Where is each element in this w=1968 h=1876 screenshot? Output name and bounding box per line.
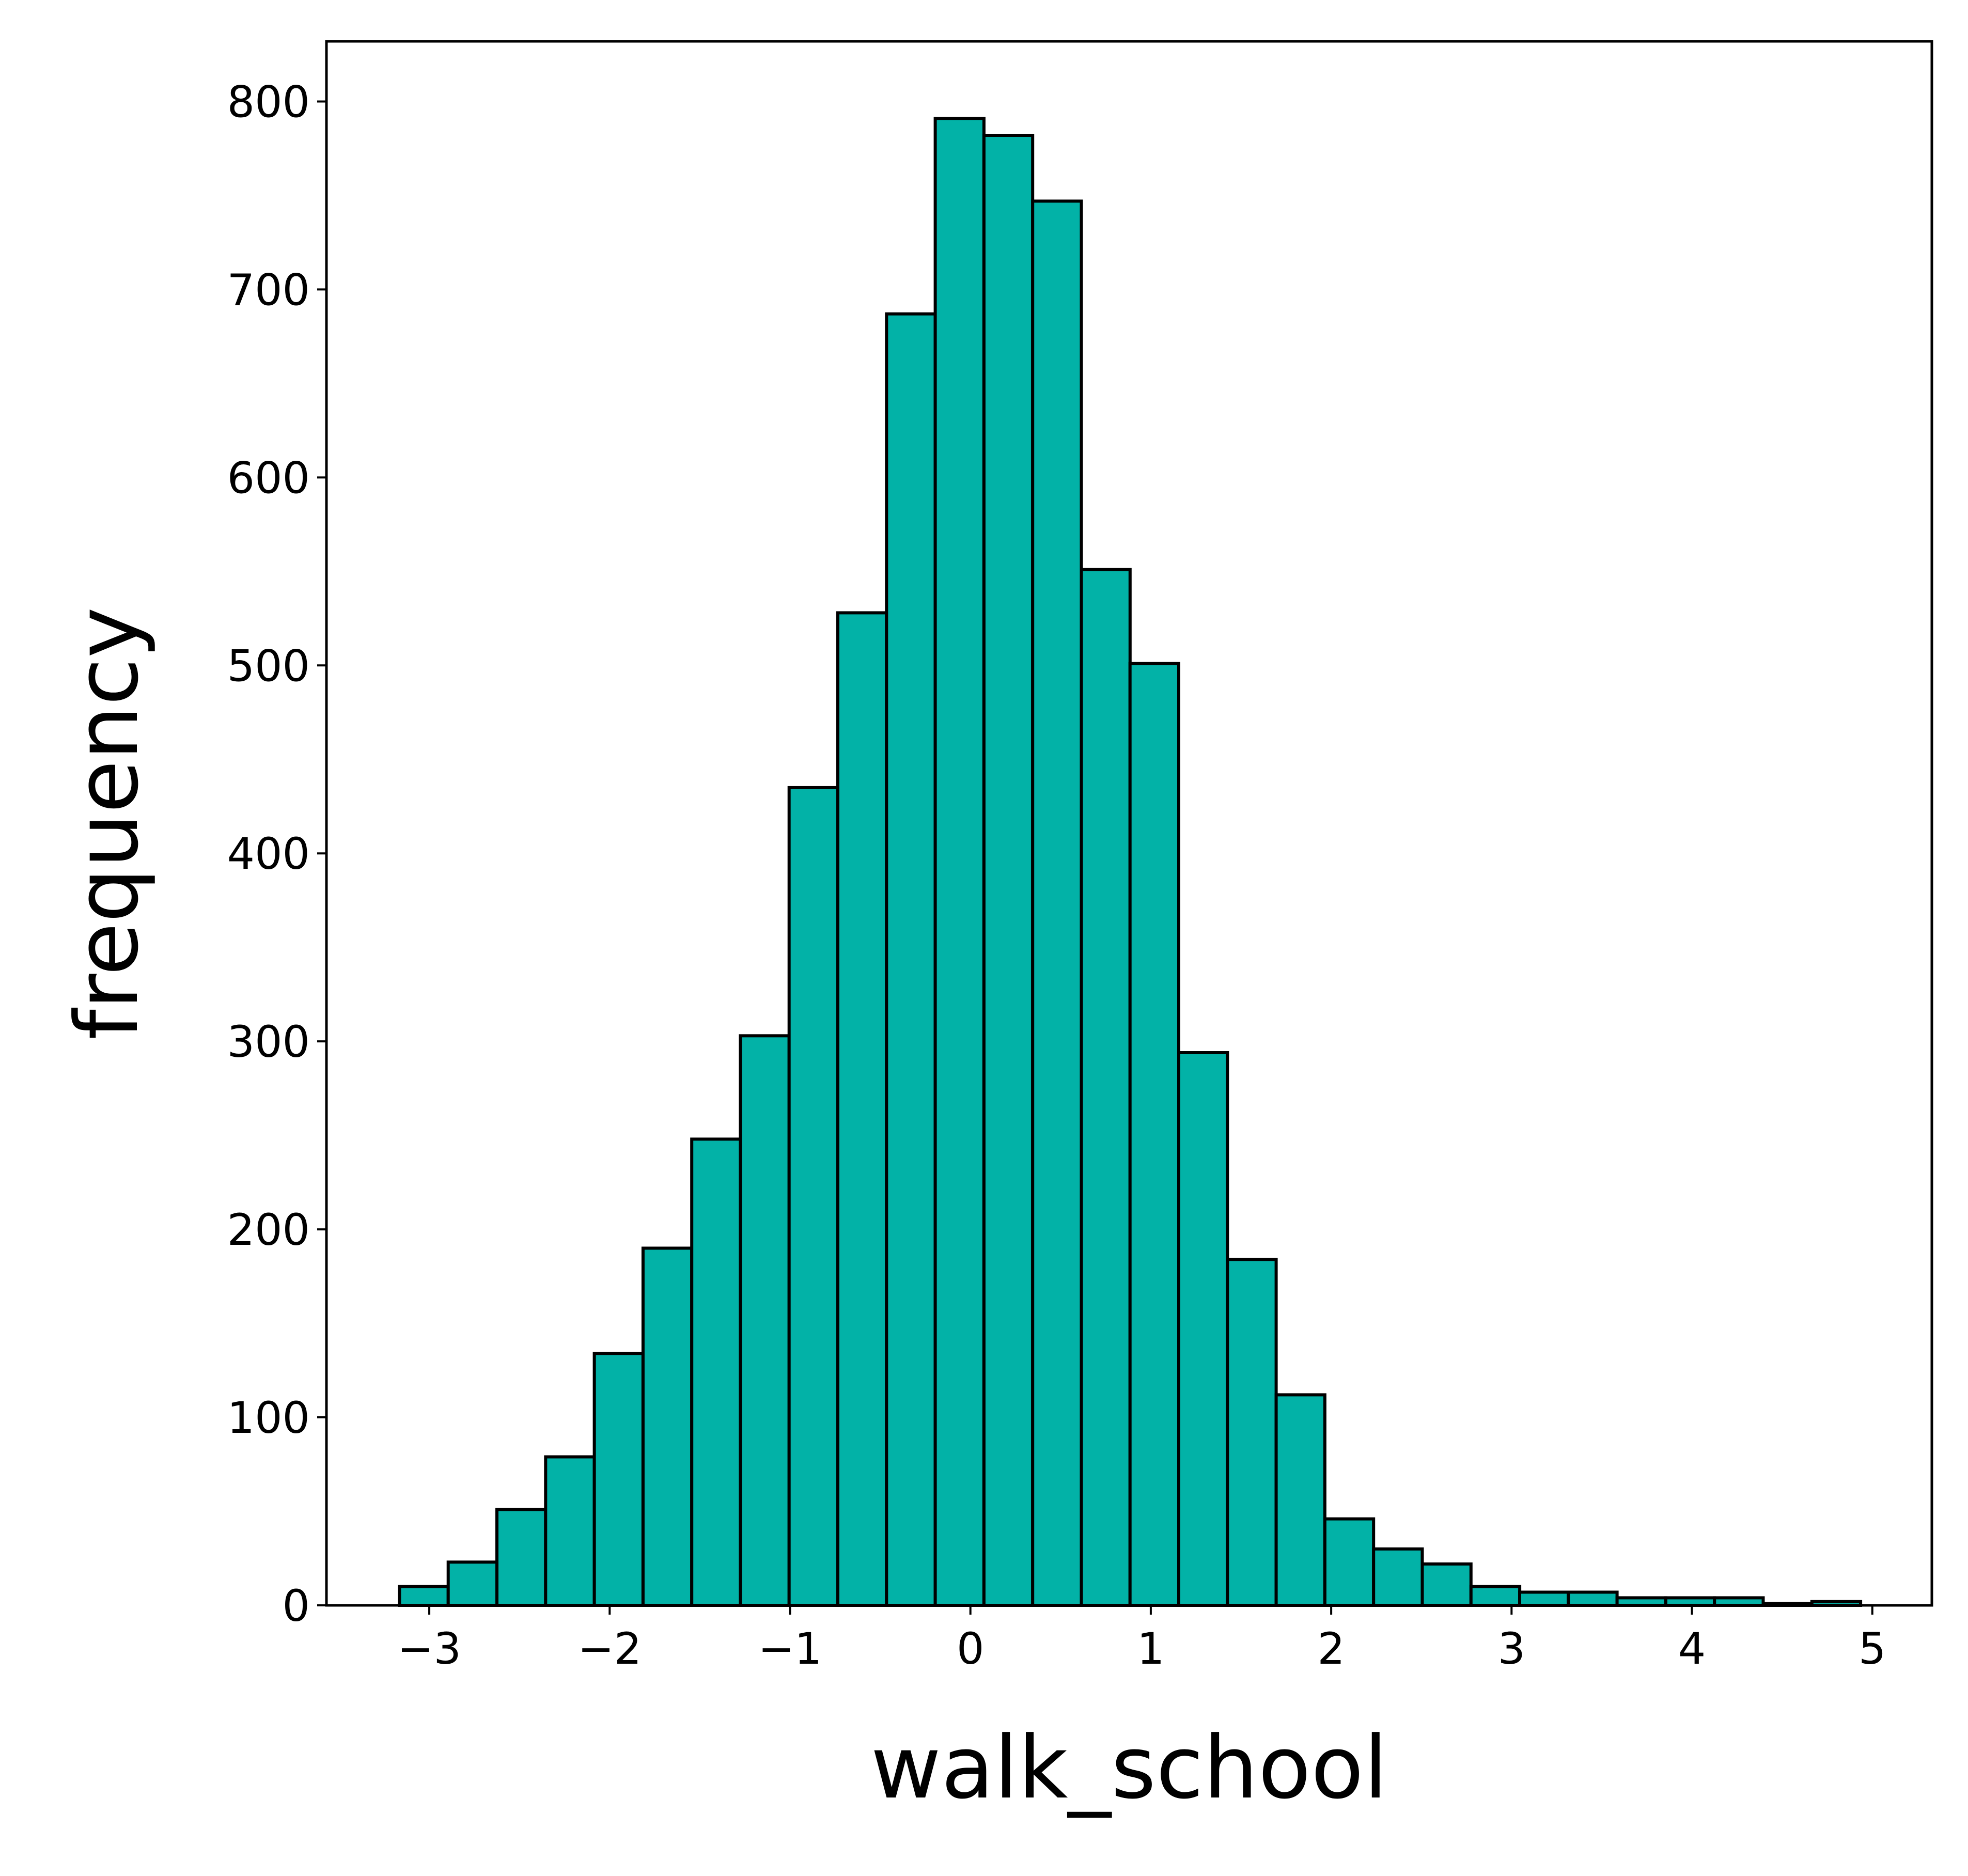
histogram-bar <box>836 611 888 1607</box>
histogram-bar <box>933 117 986 1607</box>
y-tick-label: 0 <box>283 1581 310 1631</box>
bars-group <box>398 117 1863 1607</box>
histogram-bar <box>398 1585 450 1607</box>
y-tick-label: 300 <box>227 1017 310 1067</box>
histogram-bar <box>544 1455 596 1607</box>
histogram-bar <box>446 1560 499 1607</box>
histogram-bar <box>1420 1562 1473 1607</box>
y-tick-label: 200 <box>227 1205 310 1255</box>
histogram-bar <box>690 1137 742 1607</box>
histogram-bar <box>1177 1051 1229 1607</box>
x-tick-label: 0 <box>957 1623 984 1674</box>
x-tick-label: 5 <box>1858 1623 1886 1674</box>
histogram-bar <box>1518 1590 1570 1607</box>
y-tick-label: 700 <box>227 264 310 315</box>
histogram-bar <box>1128 662 1180 1607</box>
histogram-bar <box>1274 1393 1326 1607</box>
histogram-bar <box>739 1034 791 1607</box>
x-tick-label: −3 <box>397 1623 461 1674</box>
y-tick-label: 500 <box>227 640 310 691</box>
histogram-bar <box>592 1352 645 1607</box>
x-axis-title: walk_school <box>871 1718 1388 1818</box>
histogram-bar <box>495 1508 548 1607</box>
histogram-bar <box>1323 1517 1376 1607</box>
histogram-bar <box>1080 568 1132 1607</box>
x-tick-label: −2 <box>577 1623 642 1674</box>
y-axis-title: frequency <box>57 607 158 1040</box>
histogram-bar <box>1226 1258 1278 1607</box>
x-tick-label: 1 <box>1137 1623 1164 1674</box>
x-tick-label: −1 <box>758 1623 822 1674</box>
y-tick-label: 100 <box>227 1393 310 1443</box>
histogram-bar <box>1372 1547 1424 1607</box>
histogram-bar <box>982 134 1035 1607</box>
plot-frame <box>325 40 1933 1607</box>
x-tick-label: 4 <box>1678 1623 1706 1674</box>
histogram-bar <box>1567 1590 1619 1607</box>
histogram-bar <box>885 312 937 1607</box>
y-tick-label: 600 <box>227 452 310 503</box>
histogram-bar <box>1469 1585 1522 1607</box>
histogram-bar <box>787 786 839 1607</box>
x-tick-label: 2 <box>1317 1623 1345 1674</box>
histogram-bar <box>641 1246 694 1607</box>
x-axis: −3 −2 −1 0 1 2 3 4 5 <box>397 1605 1886 1674</box>
y-axis: 0 100 200 300 400 500 600 700 800 <box>227 76 326 1631</box>
x-tick-label: 3 <box>1498 1623 1525 1674</box>
y-tick-label: 800 <box>227 76 310 127</box>
histogram-bar <box>1031 199 1083 1607</box>
y-tick-label: 400 <box>227 828 310 879</box>
